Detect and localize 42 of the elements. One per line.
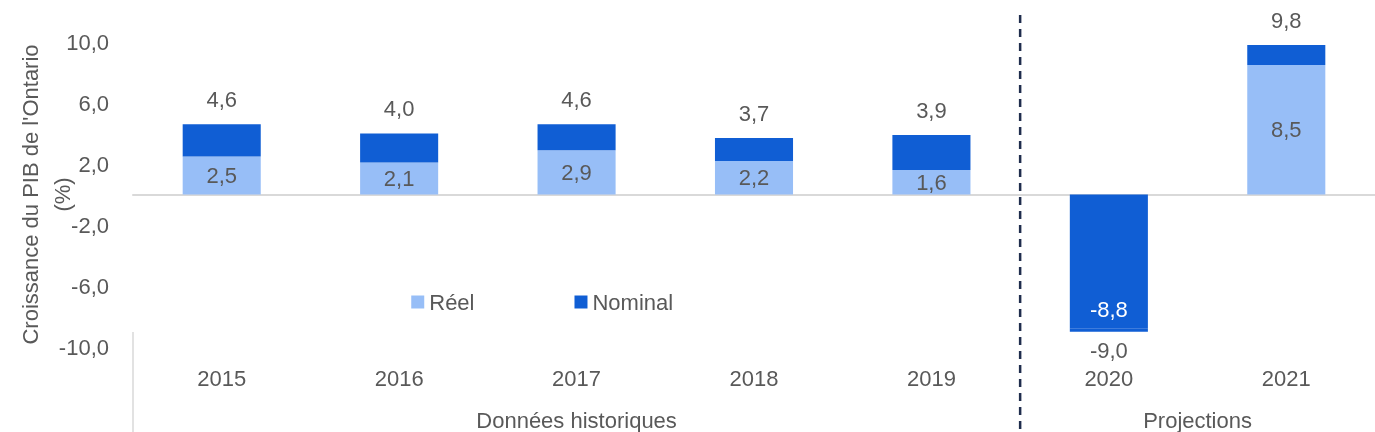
x-tick-label: 2016 bbox=[374, 365, 424, 391]
legend-label: Nominal bbox=[592, 289, 674, 315]
bar bbox=[714, 138, 794, 161]
total-label: 4,6 bbox=[206, 86, 238, 112]
legend-label: Réel bbox=[429, 289, 475, 315]
data-label: 2,5 bbox=[206, 162, 238, 188]
bar bbox=[892, 170, 971, 195]
y-tick-label: 10,0 bbox=[66, 29, 109, 55]
data-label: 2,2 bbox=[738, 165, 770, 191]
bar bbox=[1247, 45, 1326, 65]
data-label: 8,5 bbox=[1270, 117, 1302, 143]
data-label: 2,9 bbox=[561, 159, 592, 185]
text: Projections bbox=[1143, 407, 1252, 432]
y-tick-label: 2,0 bbox=[78, 151, 109, 177]
bar bbox=[360, 133, 439, 163]
y-tick-label: -2,0 bbox=[71, 212, 109, 238]
x-tick-label: 2018 bbox=[729, 365, 779, 391]
bar bbox=[537, 150, 616, 195]
text: Données historiques bbox=[476, 407, 677, 432]
bar bbox=[714, 160, 794, 195]
data-label: 1,6 bbox=[916, 169, 947, 195]
bar bbox=[1247, 64, 1326, 195]
y-tick-label: 6,0 bbox=[78, 90, 109, 116]
bar bbox=[182, 124, 261, 157]
bar bbox=[182, 156, 261, 195]
y-tick-label: -6,0 bbox=[71, 273, 109, 299]
total-label: 4,6 bbox=[561, 86, 592, 112]
bar bbox=[360, 162, 439, 195]
x-tick-label: 2020 bbox=[1084, 365, 1134, 391]
x-tick-label: 2021 bbox=[1261, 365, 1311, 391]
data-label: 2,1 bbox=[383, 165, 415, 191]
x-tick-label: 2019 bbox=[906, 365, 956, 391]
x-tick-label: 2015 bbox=[197, 365, 247, 391]
bar bbox=[892, 135, 971, 171]
total-label: -9,0 bbox=[1089, 338, 1128, 364]
total-label: 3,7 bbox=[738, 100, 770, 126]
total-label: 3,9 bbox=[916, 97, 947, 123]
bar bbox=[537, 124, 616, 151]
data-label: -8,8 bbox=[1089, 297, 1128, 323]
total-label: 4,0 bbox=[383, 96, 415, 121]
x-tick-label: 2017 bbox=[552, 365, 602, 391]
total-label: 9,8 bbox=[1270, 7, 1302, 33]
